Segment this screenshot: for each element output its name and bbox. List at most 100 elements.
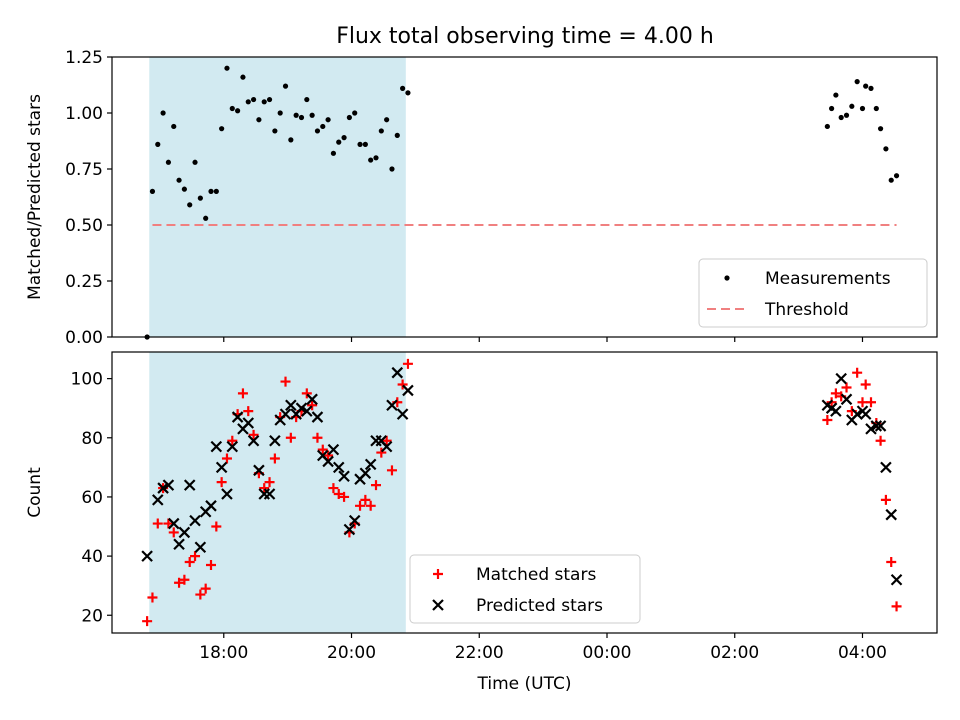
y-tick-label: 0.75 xyxy=(65,160,103,180)
matched-point xyxy=(221,453,232,464)
legend-dot-marker xyxy=(724,275,730,281)
predicted-point xyxy=(189,514,201,527)
bottom-panel: 20 40 60 80 100 18:00 20:00 22:00 00:00 02:00 04:0… xyxy=(25,351,938,694)
measurement-point xyxy=(314,128,321,134)
matched-point xyxy=(376,447,387,458)
measurement-point xyxy=(843,112,850,118)
matched-point xyxy=(211,521,222,532)
legend-label: Matched stars xyxy=(476,565,596,585)
matched-point xyxy=(174,577,185,588)
legend-plus-marker xyxy=(433,569,443,579)
matched-point xyxy=(142,616,153,627)
measurement-point xyxy=(362,141,368,147)
matched-point xyxy=(280,376,291,387)
measurement-point xyxy=(888,177,894,183)
matched-point xyxy=(397,379,408,390)
matched-point xyxy=(875,435,886,446)
predicted-point xyxy=(348,514,361,527)
x-tick-label: 18:00 xyxy=(199,643,248,663)
predicted-point xyxy=(890,573,903,586)
y-axis-label: Count xyxy=(25,467,45,518)
predicted-point xyxy=(870,420,883,432)
measurement-point xyxy=(187,202,193,208)
measurement-point xyxy=(293,112,299,118)
measurement-point xyxy=(219,126,225,132)
measurement-point xyxy=(160,110,166,116)
matched-point xyxy=(880,494,891,505)
measurement-point xyxy=(181,186,187,192)
matched-point xyxy=(371,480,381,491)
matched-point xyxy=(830,388,841,399)
measurement-point xyxy=(336,139,342,145)
shaded-region xyxy=(149,57,406,337)
legend: Measurements Threshold xyxy=(698,258,928,328)
measurement-point xyxy=(877,126,884,132)
measurement-point xyxy=(863,83,869,89)
predicted-point xyxy=(874,420,887,432)
measurement-point xyxy=(873,105,879,112)
matched-point xyxy=(857,397,868,408)
predicted-point xyxy=(247,434,260,447)
measurement-point xyxy=(266,96,273,103)
measurement-point xyxy=(245,99,251,105)
matched-point xyxy=(312,432,323,443)
predicted-point xyxy=(391,366,404,379)
y-tick-label: 1.25 xyxy=(65,48,103,68)
measurement-point xyxy=(261,99,267,105)
measurement-point xyxy=(176,177,182,183)
measurement-point xyxy=(277,110,283,116)
predicted-point xyxy=(285,399,297,412)
matched-point xyxy=(891,601,902,612)
y-tick-label: 100 xyxy=(71,370,103,390)
measurement-point xyxy=(320,123,326,130)
predicted-point xyxy=(338,470,350,483)
predicted-point xyxy=(380,440,393,453)
matched-point xyxy=(248,429,259,440)
matched-point xyxy=(227,435,238,446)
matched-point xyxy=(147,592,158,603)
predicted-point xyxy=(151,494,164,506)
matched-point xyxy=(822,415,833,426)
legend-label: Threshold xyxy=(764,300,849,320)
matched-point xyxy=(259,483,270,494)
predicted-point xyxy=(835,372,847,385)
measurement-point xyxy=(250,96,257,103)
matched-point xyxy=(216,477,227,488)
measurement-point xyxy=(235,108,241,114)
shaded-region xyxy=(149,352,406,633)
measurement-point xyxy=(346,114,352,121)
predicted-point xyxy=(226,440,239,453)
legend-label: Measurements xyxy=(765,269,891,289)
predicted-point xyxy=(364,458,377,471)
matched-point xyxy=(860,379,871,390)
x-tick-label: 22:00 xyxy=(455,643,504,663)
predicted-point xyxy=(183,479,196,491)
axes-frame xyxy=(111,56,938,338)
measurement-point xyxy=(272,128,278,134)
measurement-point xyxy=(341,135,347,141)
measurement-point xyxy=(893,173,900,179)
measurement-point xyxy=(165,159,172,165)
measurement-point xyxy=(197,195,203,201)
measurement-point xyxy=(282,83,289,89)
predicted-point xyxy=(343,523,356,536)
measurement-point xyxy=(868,85,874,91)
figure-title: Flux total observing time = 4.00 h xyxy=(336,24,714,49)
matched-point xyxy=(852,367,863,378)
measurement-point xyxy=(833,92,839,98)
measurement-point xyxy=(149,188,156,194)
measurement-point xyxy=(394,132,400,138)
predicted-point xyxy=(396,408,409,420)
measurement-point xyxy=(368,157,374,163)
matched-point xyxy=(301,388,312,399)
predicted-point xyxy=(221,488,233,500)
predicted-point xyxy=(359,467,372,480)
predicted-point xyxy=(880,461,892,474)
axes-frame xyxy=(111,351,938,634)
matched-point xyxy=(243,406,254,417)
y-axis-label: Matched/Predicted stars xyxy=(25,94,45,300)
series-predicted-stars xyxy=(141,366,903,586)
measurement-point xyxy=(352,110,358,116)
predicted-point xyxy=(402,384,414,397)
predicted-point xyxy=(295,402,308,414)
